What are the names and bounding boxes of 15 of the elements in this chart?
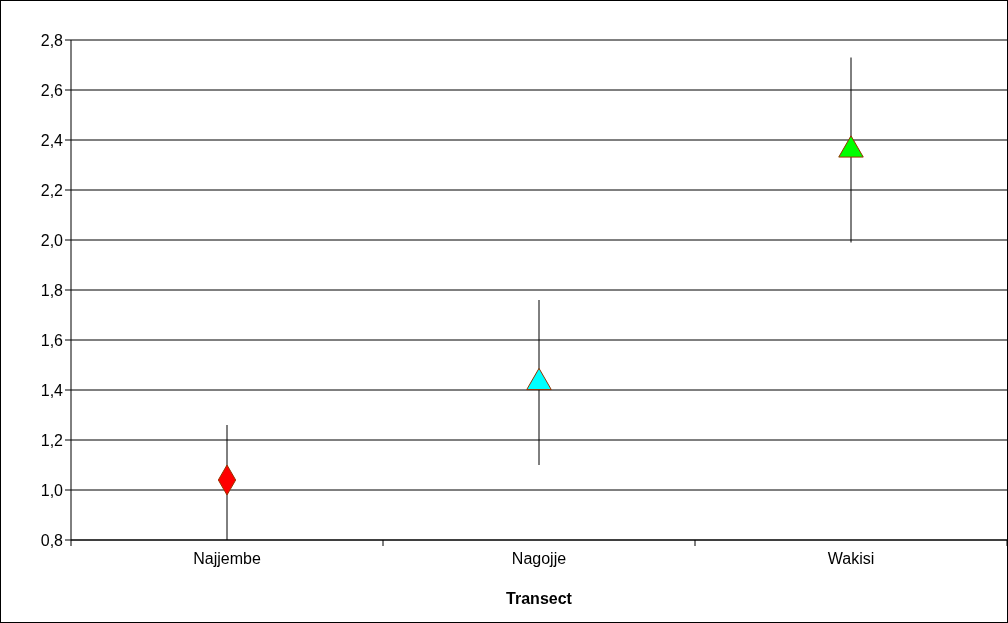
x-tick-label: Nagojje [511, 550, 567, 567]
x-axis-title: Transect [506, 590, 573, 607]
y-tick-label: 2,4 [40, 131, 64, 149]
y-tick-label: 2,8 [40, 31, 64, 49]
y-tick-label: 1,4 [40, 381, 64, 399]
x-tick-label: Najjembe [193, 550, 261, 567]
x-tick-label: Wakisi [827, 550, 875, 567]
y-tick-label: 1,0 [40, 481, 64, 499]
y-tick-label: 2,2 [40, 181, 64, 199]
y-tick-label: 1,2 [40, 431, 64, 449]
y-tick-label: 0,8 [40, 531, 64, 549]
y-tick-label: 2,6 [40, 81, 64, 99]
y-tick-label: 2,0 [40, 231, 64, 249]
y-tick-label: 1,8 [40, 281, 64, 299]
y-tick-label: 1,6 [40, 331, 64, 349]
